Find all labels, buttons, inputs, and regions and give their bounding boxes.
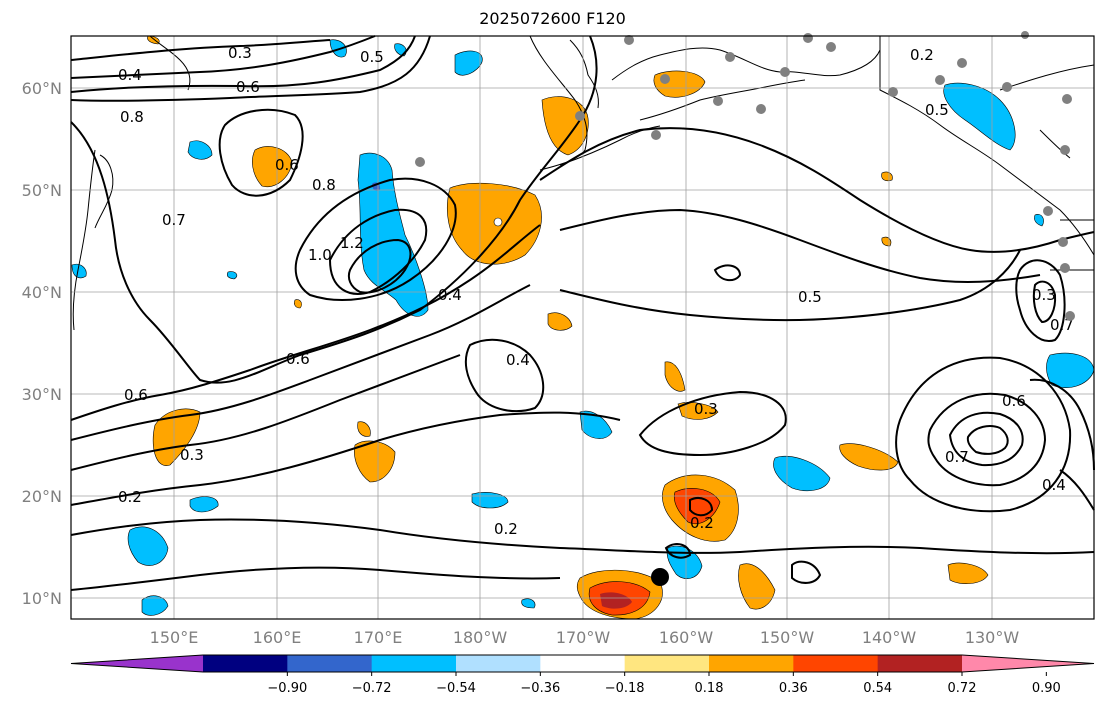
colorbar-segment: [371, 655, 457, 672]
colorbar-tick-label: 0.90: [1032, 681, 1061, 696]
lat-tick-label: 30°N: [22, 385, 62, 404]
lon-tick-label: 180°W: [453, 628, 508, 647]
colorbar-max-extension: [962, 655, 1094, 672]
colorbar-segment: [793, 655, 879, 672]
contour-label: 0.3: [180, 446, 204, 464]
contour-label: 0.3: [228, 44, 252, 62]
lon-tick-label: 150°E: [150, 628, 199, 647]
colorbar-tick-label: −0.54: [436, 681, 476, 696]
white-dot-marker: [493, 217, 503, 227]
colorbar-tick-label: 0.18: [695, 681, 724, 696]
colorbar-segment: [709, 655, 794, 672]
map-frame: [70, 35, 1095, 620]
lat-tick-label: 50°N: [22, 181, 62, 200]
lat-tick-label: 60°N: [22, 79, 62, 98]
contour-label: 0.2: [910, 46, 934, 64]
gridlines: [71, 36, 1094, 619]
latitude-axis: 60°N 50°N 40°N 30°N 20°N 10°N: [22, 79, 62, 608]
contour-label: 1.2: [340, 234, 364, 252]
lon-tick-label: 170°W: [556, 628, 611, 647]
lon-tick-label: 170°E: [354, 628, 403, 647]
coastlines: [72, 35, 1095, 331]
longitude-axis: 150°E 160°E 170°E 180°W 170°W 160°W 150°…: [150, 628, 1020, 647]
lon-tick-label: 160°E: [253, 628, 302, 647]
colorbar-tick-label: −0.18: [605, 681, 645, 696]
contour-label: 0.6: [236, 78, 260, 96]
colorbar-segment: [456, 655, 541, 672]
contour-label: 0.3: [1032, 286, 1056, 304]
contour-label: 0.4: [1042, 476, 1066, 494]
contour-label: 0.7: [945, 448, 969, 466]
colorbar-tick-label: −0.90: [267, 681, 307, 696]
contour-label: 0.8: [312, 176, 336, 194]
contour-label-group: 0.3 0.4 0.6 0.8 0.5 0.6 0.8 0.7 1.0 1.2 …: [118, 44, 1074, 538]
station-markers: [415, 31, 1075, 321]
contour-label: 0.5: [798, 288, 822, 306]
contour-label: 0.5: [925, 101, 949, 119]
contour-label: 0.2: [118, 488, 142, 506]
contour-label: 0.4: [506, 351, 530, 369]
colorbar-tick-label: −0.36: [520, 681, 560, 696]
lat-tick-label: 10°N: [22, 589, 62, 608]
contour-label: 0.6: [1002, 392, 1026, 410]
contour-label: 1.0: [308, 246, 332, 264]
colorbar-outline: [70, 654, 1095, 673]
lon-tick-label: 150°W: [760, 628, 815, 647]
contour-label: 0.6: [124, 386, 148, 404]
contour-label: 0.7: [162, 211, 186, 229]
contour-label: 0.3: [694, 400, 718, 418]
colorbar-segment: [287, 655, 373, 672]
lat-tick-label: 20°N: [22, 487, 62, 506]
map-panel: 0.3 0.4 0.6 0.8 0.5 0.6 0.8 0.7 1.0 1.2 …: [70, 31, 1095, 620]
contour-label: 0.8: [120, 108, 144, 126]
contour-label: 0.2: [494, 520, 518, 538]
colorbar-segment: [203, 655, 288, 672]
contour-label: 0.4: [438, 286, 462, 304]
colorbar-tick-label: −0.72: [352, 681, 392, 696]
map-title: 2025072600 F120: [479, 9, 626, 28]
colorbar-tick-label: 0.36: [779, 681, 808, 696]
lon-tick-label: 130°W: [965, 628, 1020, 647]
colorbar: −0.90 −0.72 −0.54 −0.36 −0.18 0.18 0.36 0.54 0.7…: [70, 654, 1095, 696]
contour-label: 0.6: [275, 156, 299, 174]
colorbar-segment: [877, 655, 963, 672]
storm-center-marker: [651, 568, 669, 586]
colorbar-tick-label: 0.72: [948, 681, 977, 696]
contour-label: 0.4: [118, 66, 142, 84]
colorbar-tick-label: 0.54: [863, 681, 892, 696]
colorbar-min-extension: [71, 655, 203, 672]
lon-tick-label: 160°W: [659, 628, 714, 647]
contour-lines: [70, 35, 1095, 591]
contour-label: 0.6: [286, 350, 310, 368]
contour-label: 0.5: [360, 48, 384, 66]
colorbar-segment: [624, 655, 710, 672]
lon-tick-label: 140°W: [862, 628, 917, 647]
lat-tick-label: 40°N: [22, 283, 62, 302]
contour-label: 0.2: [690, 514, 714, 532]
colorbar-segment: [540, 655, 626, 672]
